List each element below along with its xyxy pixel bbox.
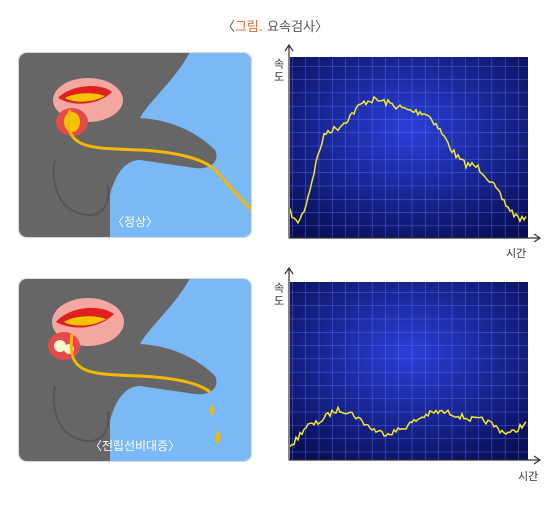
x-label: 시간	[506, 247, 527, 260]
title-label: 그림.	[234, 20, 264, 35]
y-label: 속도	[272, 282, 285, 308]
flow-curve	[289, 95, 527, 225]
illustration-bph	[18, 278, 252, 462]
caption: 〈정상〉	[111, 215, 159, 229]
graph-normal	[284, 43, 542, 243]
flow-curve	[289, 405, 527, 448]
title: 〈그림. 요속검사〉	[0, 16, 550, 35]
title-text: 요속검사	[267, 20, 316, 35]
illustration-normal	[18, 52, 252, 238]
caption: 〈전립선비대증〉	[89, 439, 181, 453]
graph-bph	[284, 266, 542, 465]
y-label: 속도	[272, 58, 285, 84]
bracket: 〉	[315, 20, 329, 35]
x-label: 시간	[518, 470, 539, 483]
bracket: 〈	[221, 20, 235, 35]
